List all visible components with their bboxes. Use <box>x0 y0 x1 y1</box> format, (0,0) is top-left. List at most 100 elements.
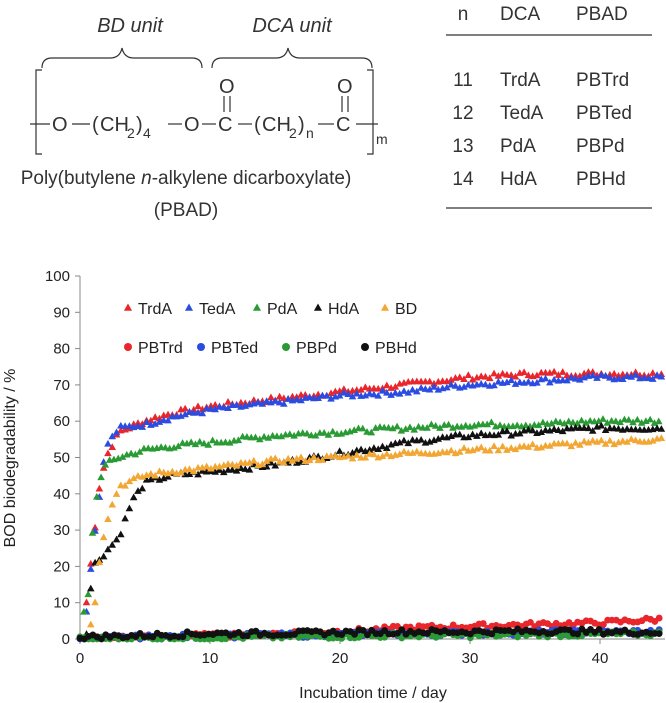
data-point <box>104 545 112 553</box>
data-point <box>335 387 344 394</box>
data-point <box>425 377 434 385</box>
data-point <box>599 415 607 422</box>
legend-marker <box>252 303 262 311</box>
data-point <box>99 533 108 541</box>
data-point <box>520 368 528 376</box>
chart-marks <box>76 367 666 643</box>
data-point <box>164 416 172 424</box>
data-point <box>318 456 327 463</box>
data-point <box>576 372 584 379</box>
data-point <box>200 439 208 447</box>
legend-marker <box>361 343 369 351</box>
data-point <box>187 438 195 446</box>
data-point <box>189 467 198 474</box>
data-point <box>254 398 262 406</box>
x-tick-label: 10 <box>202 650 219 667</box>
data-point <box>511 372 520 380</box>
legend-label: PBTrd <box>138 340 183 357</box>
data-point <box>361 391 370 399</box>
y-tick-label: 20 <box>53 558 70 575</box>
data-point <box>507 376 515 384</box>
formula-subn: n <box>306 125 314 141</box>
data-point <box>633 415 642 423</box>
data-point <box>134 422 142 430</box>
data-point <box>503 446 511 453</box>
data-point <box>513 421 521 429</box>
data-point <box>593 374 601 381</box>
data-point <box>121 481 129 489</box>
data-point <box>280 458 288 466</box>
formula-c1: C <box>218 114 232 136</box>
data-point <box>179 633 187 641</box>
data-point <box>280 400 288 407</box>
data-point <box>202 462 211 470</box>
data-point <box>389 424 397 432</box>
data-point <box>185 470 194 478</box>
data-point <box>351 630 358 638</box>
legend-label: TedA <box>199 301 236 318</box>
data-point <box>290 431 298 439</box>
data-point <box>365 445 374 453</box>
data-point <box>627 435 636 442</box>
data-point <box>322 391 331 399</box>
data-point <box>262 397 271 405</box>
data-point <box>481 380 490 388</box>
data-point <box>490 381 498 389</box>
data-point <box>159 468 168 476</box>
y-tick-label: 80 <box>53 341 70 358</box>
table-row-4-pbad: PBHd <box>576 169 626 190</box>
data-point <box>631 436 640 444</box>
data-point <box>479 620 487 627</box>
data-point <box>258 400 267 407</box>
data-point <box>595 626 603 633</box>
data-point <box>550 425 558 432</box>
data-point <box>174 442 183 450</box>
data-point <box>275 392 284 400</box>
data-point <box>588 426 597 434</box>
data-point <box>245 458 254 466</box>
formula-sub2-a: 2 <box>127 125 135 141</box>
data-point <box>348 448 357 456</box>
data-point <box>483 420 491 428</box>
data-point <box>650 419 659 426</box>
data-point <box>185 465 194 473</box>
data-point <box>297 396 305 404</box>
data-point <box>599 621 607 628</box>
data-point <box>370 444 378 451</box>
data-point <box>511 380 520 387</box>
data-point <box>447 380 455 388</box>
data-point <box>125 477 134 485</box>
data-point <box>401 425 410 432</box>
bd-unit-label: BD unit <box>97 15 164 37</box>
legend-label: PBHd <box>375 340 417 357</box>
x-tick-label: 30 <box>462 650 479 667</box>
data-point <box>87 620 95 628</box>
data-point <box>460 444 468 451</box>
data-point <box>370 390 378 398</box>
data-point <box>597 421 606 429</box>
data-point <box>434 435 443 442</box>
legend-marker <box>197 343 205 351</box>
unit-table: n DCA PBAD 11 TrdA PBTrd 12 TedA PBTed 1… <box>446 4 652 209</box>
data-point <box>460 383 468 390</box>
data-point <box>127 449 135 457</box>
data-point <box>164 469 172 477</box>
data-point <box>516 429 524 437</box>
data-point <box>601 440 610 447</box>
data-point <box>436 424 444 431</box>
data-point <box>361 453 370 461</box>
data-point <box>485 446 494 454</box>
data-point <box>550 367 558 375</box>
data-point <box>383 388 391 396</box>
legend-marker <box>313 303 323 311</box>
data-point <box>584 424 593 432</box>
data-point <box>498 442 507 450</box>
data-point <box>527 618 534 626</box>
series-pda <box>80 415 663 615</box>
data-point <box>655 630 663 638</box>
data-point <box>224 404 232 412</box>
data-point <box>539 418 547 426</box>
data-point <box>451 381 460 389</box>
legend-label: HdA <box>328 301 359 318</box>
data-point <box>511 445 520 453</box>
